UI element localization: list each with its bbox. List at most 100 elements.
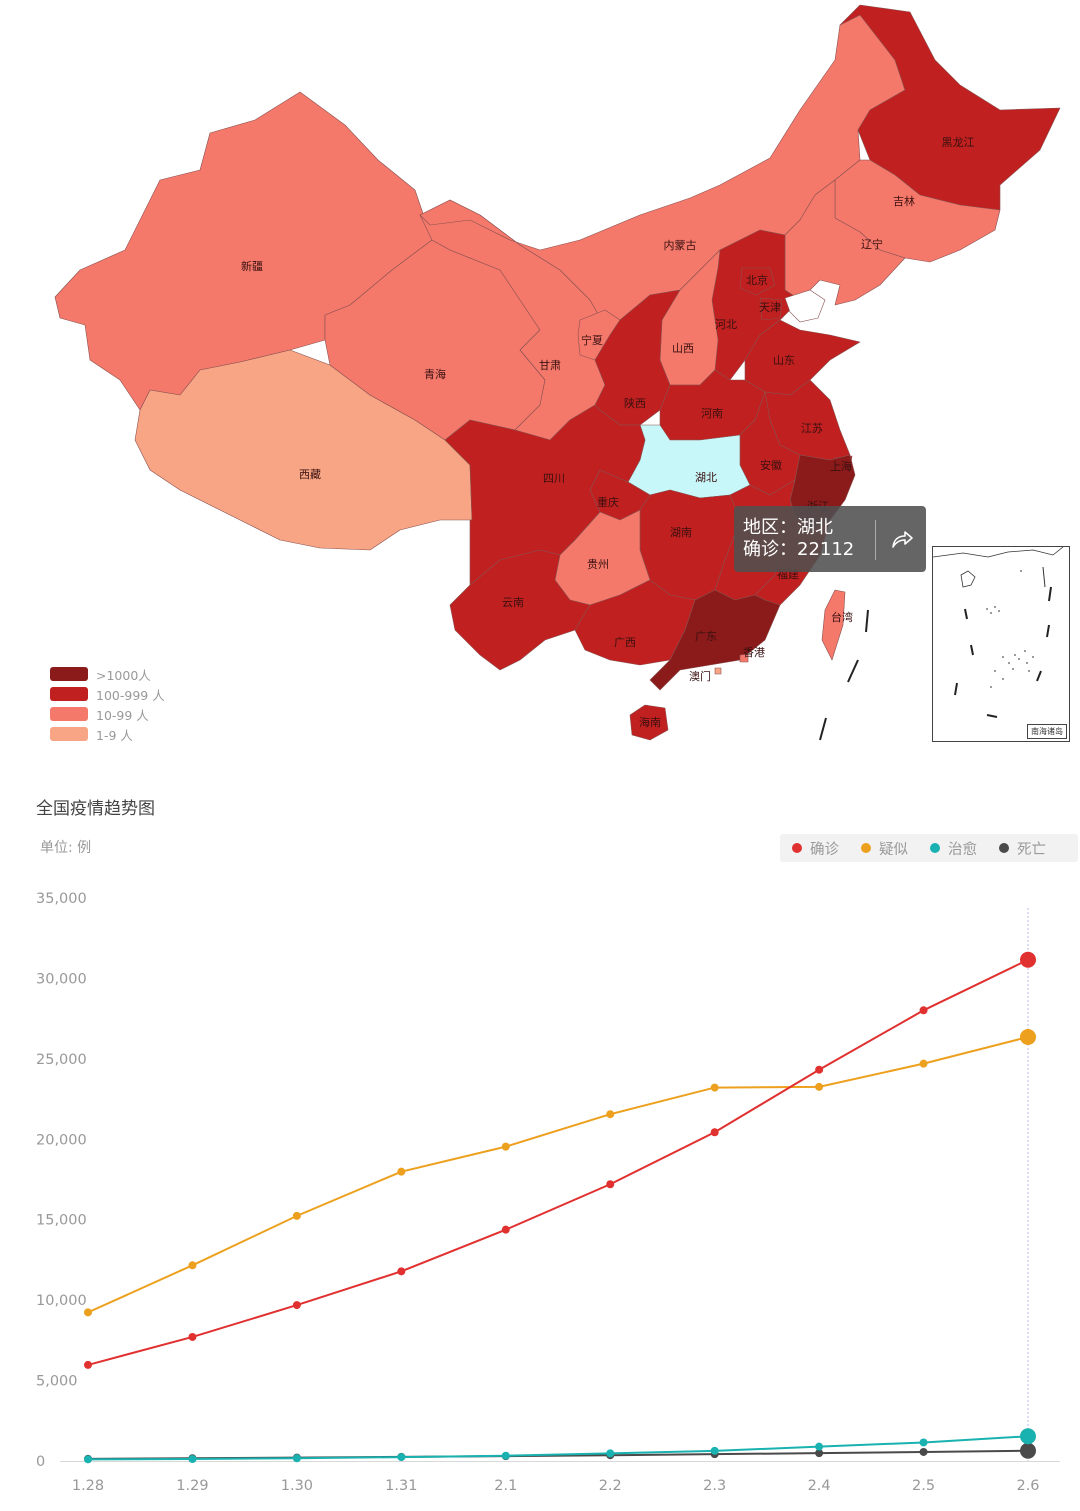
legend-swatch [50,667,88,681]
chart-legend-item[interactable]: 疑似 [861,838,908,859]
legend-swatch [50,687,88,701]
chart-legend-item[interactable]: 治愈 [930,838,977,859]
province-label-ningxia: 宁夏 [581,333,603,347]
province-label-hainan: 海南 [639,715,661,729]
province-label-guangdong: 广东 [695,630,717,643]
legend-dot [792,843,802,853]
x-tick-label: 2.4 [808,1478,831,1494]
x-tick-label: 1.30 [281,1478,313,1494]
data-point[interactable] [606,1449,615,1458]
data-point[interactable] [84,1360,92,1369]
china-map-panel: 新疆 西藏 青海 甘肃 内蒙古 黑龙江 吉林 辽宁 北京 天津 河北 宁夏 山西 山东 陕西 河南 江苏 安徽 上海… [50,4,1070,744]
province-label-anhui: 安徽 [760,458,782,472]
data-point[interactable] [815,1065,824,1074]
province-label-hubei: 湖北 [695,471,717,484]
data-point[interactable] [815,1082,824,1091]
data-point[interactable] [501,1225,510,1234]
province-label-tianjin: 天津 [759,301,781,314]
bohai-sea [784,289,826,323]
chart-title: 全国疫情趋势图 [36,799,155,819]
data-point[interactable] [710,1128,719,1137]
data-point[interactable] [919,1447,928,1456]
data-point[interactable] [1020,1428,1036,1445]
legend-label: 10-99 人 [96,707,149,723]
data-point[interactable] [710,1083,719,1092]
chart-legend-item[interactable]: 确诊 [792,838,839,859]
data-point[interactable] [1020,951,1036,968]
share-icon[interactable] [887,525,915,553]
data-point[interactable] [397,1453,406,1462]
data-point[interactable] [188,1455,197,1464]
x-tick-label: 2.5 [912,1478,935,1494]
x-tick-label: 2.3 [703,1478,726,1494]
province-label-guangxi: 广西 [614,636,636,649]
province-hainan[interactable] [629,704,669,741]
data-point[interactable] [188,1261,197,1270]
y-tick-label: 15,000 [36,1213,87,1229]
data-point[interactable] [292,1454,301,1463]
legend-label: 确诊 [810,841,839,858]
province-sichuan[interactable] [444,404,646,586]
map-legend-item[interactable]: 10-99 人 [50,704,165,724]
x-tick-label: 1.28 [72,1478,104,1494]
data-point[interactable] [292,1301,301,1310]
y-tick-label: 30,000 [36,971,87,987]
south-sea-inset-map [933,547,1064,718]
province-label-neimenggu: 内蒙古 [664,238,697,252]
province-label-beijing: 北京 [746,273,768,287]
data-point[interactable] [919,1438,928,1447]
province-label-jiangsu: 江苏 [801,422,823,435]
nine-dash-line [819,609,869,741]
data-point[interactable] [815,1449,824,1458]
province-label-hunan: 湖南 [670,526,692,539]
legend-label: 治愈 [948,841,977,858]
province-label-aomen: 澳门 [689,669,711,683]
map-legend-item[interactable]: >1000人 [50,664,165,684]
trend-chart-panel: 全国疫情趋势图 单位: 例 确诊 疑似 治愈 死亡 0 5,000 10,000 15,00… [0,780,1080,1511]
data-point[interactable] [501,1451,510,1460]
data-point[interactable] [84,1308,92,1317]
province-tianjin[interactable] [759,297,783,321]
legend-dot [861,843,871,853]
series-line [87,958,1029,1366]
map-legend-item[interactable]: 1-9 人 [50,724,165,744]
province-xianggang[interactable] [739,653,749,663]
legend-label: >1000人 [96,667,151,683]
province-label-gansu: 甘肃 [539,359,561,372]
data-point[interactable] [501,1142,510,1151]
data-point[interactable] [1020,1028,1036,1045]
legend-label: 100-999 人 [96,687,165,703]
tooltip-region: 地区：湖北 [743,517,833,538]
province-label-henan: 河南 [701,407,723,420]
series-line [87,1036,1029,1314]
y-tick-label: 0 [36,1454,45,1470]
x-tick-label: 2.6 [1016,1478,1039,1494]
y-tick-label: 5,000 [36,1374,78,1390]
data-point[interactable] [397,1167,406,1176]
province-beijing[interactable] [739,267,776,296]
data-point[interactable] [84,1455,92,1464]
data-point[interactable] [188,1332,197,1341]
data-point[interactable] [815,1442,824,1451]
data-point[interactable] [710,1446,719,1455]
data-point[interactable] [919,1059,928,1068]
data-point[interactable] [606,1180,615,1189]
data-point[interactable] [292,1211,301,1220]
map-legend-item[interactable]: 100-999 人 [50,684,165,704]
y-tick-label: 25,000 [36,1052,87,1068]
data-point[interactable] [606,1110,615,1119]
province-label-taiwan: 台湾 [831,610,853,624]
data-point[interactable] [919,1006,928,1015]
province-label-chongqing: 重庆 [597,495,619,509]
province-label-jilin: 吉林 [893,194,915,208]
province-taiwan[interactable] [821,589,846,661]
tooltip-divider [875,520,876,560]
chart-legend-item[interactable]: 死亡 [999,838,1046,859]
x-tick-label: 1.29 [176,1478,208,1494]
legend-label: 疑似 [879,841,908,858]
series-line [87,1435,1029,1461]
data-point[interactable] [397,1267,406,1276]
data-point[interactable] [1020,1442,1036,1459]
province-aomen[interactable] [714,667,722,675]
province-label-shandong: 山东 [773,354,795,367]
